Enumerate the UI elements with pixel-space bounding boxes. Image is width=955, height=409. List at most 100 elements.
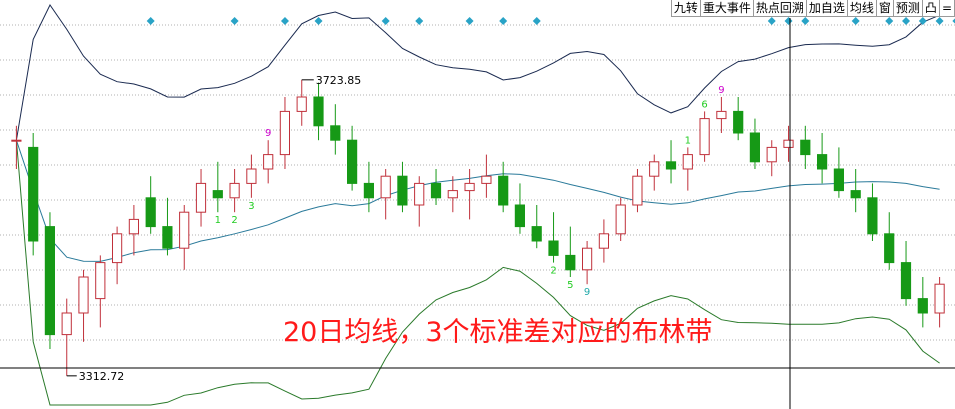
event-marker-15[interactable]: [918, 17, 927, 25]
event-marker-2[interactable]: [280, 17, 289, 25]
bollinger-bands: [15, 4, 940, 406]
candle-16: [279, 97, 290, 169]
candle-38: [649, 154, 660, 191]
candle-21: [363, 161, 374, 213]
event-marker-14[interactable]: [902, 17, 911, 25]
candle-0: [11, 125, 22, 169]
candle-26: [447, 176, 458, 213]
candle-37: [632, 169, 643, 213]
event-marker-7[interactable]: [499, 17, 508, 25]
candle-12: [212, 161, 223, 213]
event-marker-16[interactable]: [935, 17, 944, 25]
signal-label-3: 9: [265, 128, 271, 139]
candle-36: [615, 197, 626, 241]
candle-33: [565, 226, 576, 277]
candle-25: [430, 169, 442, 205]
candle-7: [128, 205, 140, 256]
candle-55: [934, 277, 945, 328]
candle-14: [246, 154, 257, 198]
event-marker-6[interactable]: [465, 17, 474, 25]
candle-3: [61, 298, 72, 376]
event-marker-13[interactable]: [885, 17, 894, 25]
signal-label-8: 6: [701, 99, 707, 110]
lower-band-line: [15, 140, 940, 406]
event-marker-4[interactable]: [381, 17, 390, 25]
event-marker-8[interactable]: [532, 17, 541, 25]
candle-34: [582, 241, 593, 285]
event-marker-11[interactable]: [801, 17, 810, 25]
candle-43: [733, 97, 744, 141]
candle-24: [414, 176, 425, 227]
candle-5: [95, 255, 106, 328]
candle-48: [817, 133, 828, 184]
candle-9: [162, 197, 173, 256]
candle-2: [44, 212, 55, 349]
candle-45: [766, 140, 777, 177]
candle-47: [800, 125, 811, 169]
candle-8: [145, 176, 156, 234]
event-marker-1[interactable]: [230, 17, 239, 25]
candle-54: [917, 277, 928, 328]
toolbar-button-5[interactable]: 窗: [875, 0, 894, 17]
event-marker-0[interactable]: [146, 17, 155, 25]
event-marker-9[interactable]: [767, 17, 776, 25]
candle-31: [531, 205, 542, 249]
signal-label-1: 2: [231, 215, 237, 226]
event-marker-12[interactable]: [851, 17, 860, 25]
high-label: 3723.85: [316, 74, 362, 87]
candle-53: [900, 241, 912, 306]
candle-30: [514, 183, 525, 234]
candle-1: [28, 133, 39, 256]
event-markers[interactable]: [146, 17, 955, 25]
candle-29: [498, 161, 509, 213]
signal-label-4: 2: [550, 266, 556, 277]
candle-4: [78, 269, 89, 342]
candle-15: [263, 140, 274, 184]
toolbar-button-3[interactable]: 加自选: [805, 0, 848, 17]
candle-6: [112, 226, 123, 285]
event-marker-17[interactable]: [952, 17, 955, 25]
toolbar-button-8[interactable]: =: [938, 0, 955, 17]
candle-11: [195, 169, 207, 227]
candle-40: [682, 147, 693, 191]
candle-41: [699, 111, 710, 162]
signal-label-6: 9: [584, 287, 590, 298]
candle-28: [481, 154, 492, 198]
signal-label-2: 3: [248, 201, 254, 212]
candle-32: [548, 212, 559, 263]
event-marker-5[interactable]: [415, 17, 424, 25]
candle-46: [783, 125, 794, 162]
toolbar-button-7[interactable]: 凸: [921, 0, 940, 17]
candle-50: [850, 169, 861, 213]
candle-51: [867, 183, 878, 241]
candle-35: [598, 219, 609, 263]
toolbar-button-4[interactable]: 均线: [846, 0, 877, 17]
candle-17: [296, 79, 307, 126]
toolbar-button-2[interactable]: 热点回溯: [752, 0, 807, 17]
candle-52: [884, 212, 895, 270]
candle-27: [464, 169, 475, 220]
candle-13: [229, 169, 240, 213]
signal-label-9: 9: [718, 85, 724, 96]
upper-band-line: [15, 4, 940, 141]
event-marker-10[interactable]: [784, 17, 793, 25]
event-marker-3[interactable]: [314, 17, 323, 25]
toolbar-button-0[interactable]: 九转: [670, 0, 701, 17]
candle-42: [716, 97, 727, 133]
candle-44: [749, 118, 760, 169]
grid-lines: [0, 24, 955, 341]
signal-label-5: 5: [567, 280, 573, 291]
candle-18: [313, 82, 324, 141]
candle-22: [380, 169, 391, 220]
candle-20: [347, 125, 358, 191]
signal-label-0: 1: [215, 215, 221, 226]
candle-10: [179, 205, 190, 270]
extreme-labels: 3723.85 3312.72: [66, 74, 362, 383]
candle-49: [833, 147, 844, 198]
candle-39: [665, 140, 677, 184]
toolbar-button-6[interactable]: 预测: [892, 0, 923, 17]
toolbar-button-1[interactable]: 重大事件: [699, 0, 754, 17]
ma20-line: [15, 140, 940, 262]
low-label: 3312.72: [79, 370, 125, 383]
